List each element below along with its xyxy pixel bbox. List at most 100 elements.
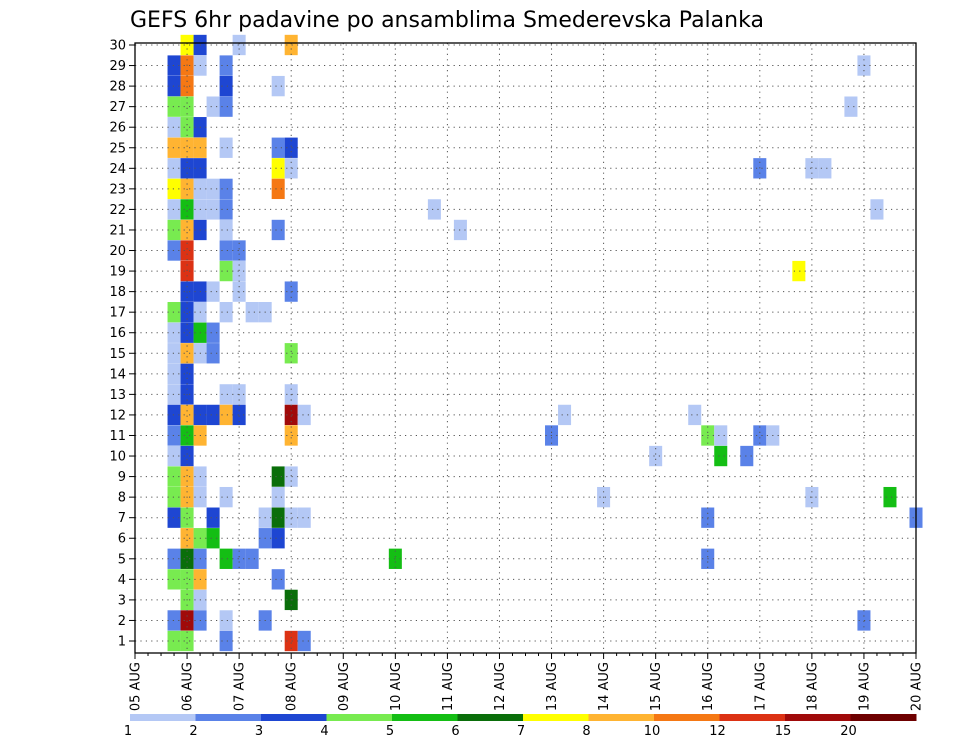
precip-cell [180,569,194,590]
y-tick-label: 6 [118,532,126,547]
chart-title: GEFS 6hr padavine po ansamblima Smederev… [130,8,764,33]
precip-cell [284,343,298,364]
precip-cells [167,34,923,652]
precip-cell [180,75,194,97]
precip-cell [219,548,233,569]
precip-cell [271,507,285,528]
colorbar-swatch [130,714,196,721]
precip-cell [167,322,181,343]
x-tick-label: 14 AUG [597,662,612,711]
y-tick-label: 29 [109,59,126,74]
precip-cell [219,240,233,261]
colorbar-label: 6 [451,724,459,739]
y-tick-label: 9 [118,470,126,485]
precip-cell [219,219,233,241]
x-tick-label: 11 AUG [441,662,456,711]
x-tick-label: 10 AUG [389,662,404,711]
x-tick-label: 15 AUG [649,662,664,711]
precip-cell [167,445,181,467]
precip-cell [180,96,194,117]
colorbar-label: 3 [255,724,263,739]
precip-cell [206,343,220,364]
x-tick-label: 12 AUG [493,662,508,711]
precip-cell [167,630,181,652]
colorbar-swatch [719,714,786,721]
colorbar-swatch [588,714,655,721]
precip-cell [688,404,702,426]
y-tick-label: 2 [118,614,126,629]
precip-cell [232,260,246,282]
colorbar-swatch [523,714,589,721]
precip-cell [271,486,285,508]
x-tick-label: 19 AUG [857,662,872,711]
y-tick-label: 10 [109,450,126,465]
x-tick-label: 05 AUG [129,662,144,711]
y-tick-label: 28 [109,80,126,95]
precip-cell [206,96,220,117]
precip-cell [219,404,233,426]
y-tick-label: 12 [109,408,126,423]
precip-cell [844,96,858,117]
precip-cell [219,96,233,117]
precip-cell [284,630,298,652]
precip-cell [714,425,728,446]
y-tick-label: 27 [109,100,126,115]
precip-cell [297,404,311,426]
precip-cell [180,137,194,158]
precip-cell [180,219,194,241]
y-tick-label: 8 [118,491,126,506]
y-tick-label: 19 [109,265,126,280]
precip-cell [180,117,194,138]
precip-cell [219,199,233,220]
precip-cell [818,158,832,179]
colorbar-label: 1 [124,724,132,739]
y-tick-label: 13 [109,388,126,403]
precip-cell [883,486,897,508]
precip-cell [180,445,194,467]
precip-cell [206,507,220,528]
precip-cell [219,75,233,97]
precip-cell [219,302,233,323]
precip-cell [284,425,298,446]
precip-cell [271,178,285,200]
precip-cell [180,240,194,261]
precip-cell [271,75,285,97]
colorbar-label: 7 [517,724,525,739]
precip-cell [180,302,194,323]
y-tick-label: 18 [109,285,126,300]
x-tick-label: 16 AUG [701,662,716,711]
precip-cell [870,199,884,220]
colorbar-swatch [392,714,458,721]
colorbar-swatch [850,714,917,721]
colorbar-label: 20 [840,724,857,739]
precip-cell [167,343,181,364]
x-tick-label: 09 AUG [337,662,352,711]
colorbar-swatch [195,714,262,721]
y-tick-label: 11 [109,429,126,444]
precip-cell [167,384,181,405]
colorbar-swatch [457,714,524,721]
y-tick-label: 7 [118,511,126,526]
precip-cell [206,528,220,549]
x-tick-label: 18 AUG [805,662,820,711]
colorbar-label: 2 [189,724,197,739]
precip-cell [180,425,194,446]
precip-cell [167,425,181,446]
precip-cell [284,137,298,158]
x-tick-label: 07 AUG [233,662,248,711]
precip-cell [245,548,259,569]
x-tick-label: 06 AUG [181,662,196,711]
precip-cell [219,610,233,631]
precip-cell [180,548,194,569]
precip-cell [232,404,246,426]
precip-cell [167,178,181,200]
y-tick-label: 1 [118,635,126,650]
precip-cell [558,404,572,426]
precip-cell [219,178,233,200]
precip-cell [167,363,181,384]
precip-cell [206,404,220,426]
precip-cell [167,466,181,487]
y-tick-label: 23 [109,182,126,197]
precip-cell [232,240,246,261]
precip-cell [180,199,194,220]
